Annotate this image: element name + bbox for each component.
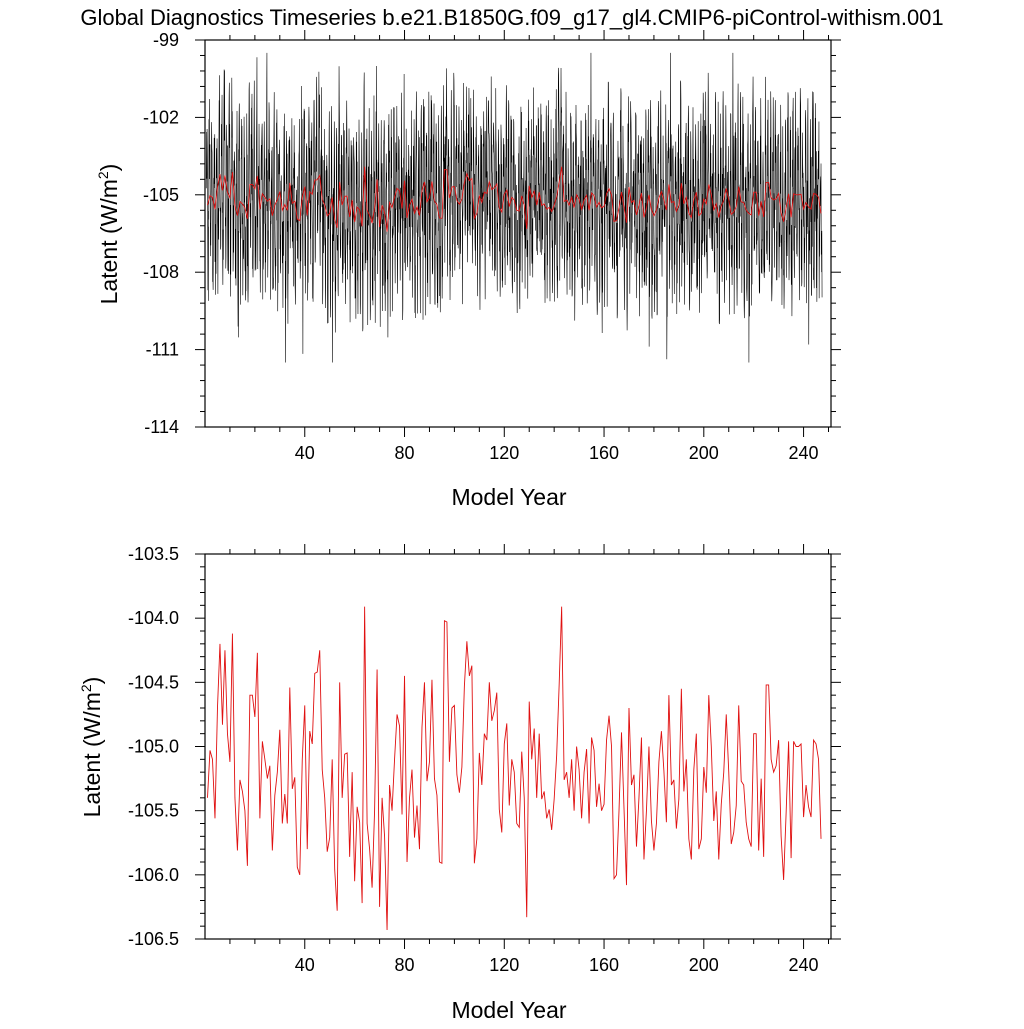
x-tick-label: 80 — [395, 443, 415, 463]
y-tick-label: -105 — [143, 185, 179, 205]
series-annual-line — [207, 606, 822, 931]
y-tick-label: -105.0 — [128, 737, 179, 757]
x-tick-label: 160 — [589, 443, 619, 463]
plot-frame-bottom — [204, 553, 832, 940]
x-tick-label: 80 — [395, 955, 415, 975]
y-tick-label: -99 — [153, 30, 179, 50]
tick-group-bottom: 40 80 120 160 200 240 -103.5 -104.0 -104.5 -105.0… — [128, 544, 841, 975]
y-tick-label: -111 — [146, 340, 179, 360]
plot-frame-top — [204, 39, 832, 428]
x-tick-label: 120 — [489, 443, 519, 463]
x-tick-label: 200 — [689, 443, 719, 463]
panel-top: 40 80 120 160 200 240-99-102-105-108-111-114 … — [95, 30, 841, 510]
x-axis-title-top: Model Year — [451, 484, 566, 510]
y-tick-label: -105.5 — [128, 801, 179, 821]
y-tick-label: -106.0 — [128, 865, 179, 885]
x-tick-label: 200 — [689, 955, 719, 975]
y-axis-title-top: Latent (W/m2) — [95, 164, 122, 305]
series-group-bottom — [207, 606, 822, 931]
y-tick-label: -102 — [143, 107, 179, 127]
y-tick-label: -104.0 — [128, 608, 179, 628]
tick-group-top: 40 80 120 160 200 240 -99 -102 -105 -108 -111 -114 — [143, 30, 841, 463]
x-tick-label: 40 — [295, 443, 315, 463]
x-axis-title-bottom: Model Year — [451, 997, 566, 1023]
y-tick-label: -104.5 — [128, 672, 179, 692]
series-monthly-line — [205, 52, 823, 363]
series-annual-line-top — [207, 166, 822, 232]
y-tick-label: -108 — [143, 262, 179, 282]
y-tick-label: -114 — [144, 417, 179, 437]
x-tick-label: 40 — [295, 955, 315, 975]
x-tick-label: 240 — [789, 443, 819, 463]
y-tick-label: -103.5 — [128, 544, 179, 564]
y-axis-title-bottom: Latent (W/m2) — [78, 677, 105, 818]
series-group-top — [205, 52, 823, 363]
x-tick-label: 160 — [589, 955, 619, 975]
panel-bottom: 40 80 120 160 200 240 -103.5 -104.0 -104.5 -105.0… — [78, 544, 841, 1023]
x-tick-label: 240 — [789, 955, 819, 975]
x-tick-label: 120 — [489, 955, 519, 975]
chart-title: Global Diagnostics Timeseries b.e21.B185… — [80, 5, 943, 30]
y-tick-label: -106.5 — [128, 929, 179, 949]
